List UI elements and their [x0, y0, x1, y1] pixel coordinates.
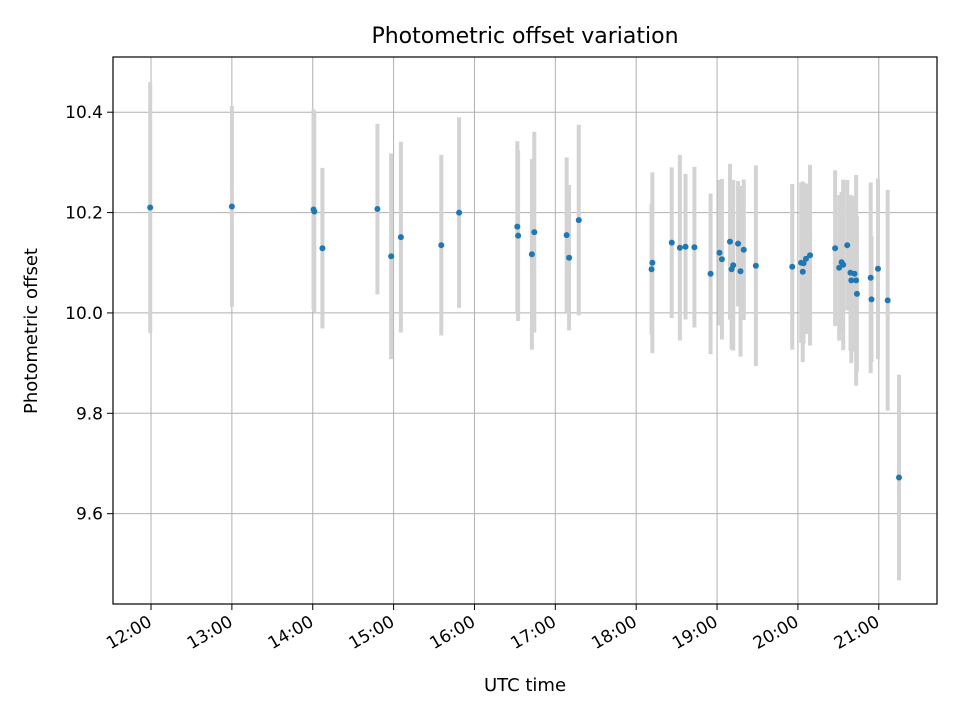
data-point	[648, 266, 655, 273]
data-point	[800, 260, 807, 267]
data-point	[737, 268, 744, 275]
y-axis-ticks: 9.6 9.8 10.0 10.2 10.4	[65, 103, 113, 525]
data-point	[752, 262, 759, 269]
data-point	[868, 296, 875, 303]
data-point	[832, 245, 839, 252]
y-tick-label: 10.2	[65, 204, 103, 224]
data-point	[867, 274, 874, 281]
data-point	[691, 244, 698, 251]
data-point	[563, 232, 570, 239]
data-point	[388, 253, 395, 260]
plot-frame	[112, 56, 938, 605]
data-point	[515, 232, 522, 239]
data-point	[848, 277, 855, 284]
data-point	[311, 208, 318, 215]
data-point	[735, 240, 742, 247]
data-point	[528, 251, 535, 258]
data-point	[575, 217, 582, 224]
data-point	[319, 245, 326, 252]
data-point	[438, 242, 445, 249]
data-point	[397, 234, 404, 241]
data-point	[514, 223, 521, 230]
data-point	[456, 209, 463, 216]
data-point	[851, 270, 858, 277]
y-tick-label: 10.4	[65, 103, 103, 123]
data-point	[895, 474, 902, 481]
data-point	[884, 297, 891, 304]
data-point	[853, 290, 860, 297]
data-point	[649, 259, 656, 266]
data-point	[716, 249, 723, 256]
x-axis-label: UTC time	[484, 675, 566, 696]
data-points	[147, 203, 902, 481]
data-point	[740, 246, 747, 253]
data-point	[566, 254, 573, 261]
chart-title: Photometric offset variation	[371, 24, 678, 49]
data-point	[228, 203, 235, 210]
data-point	[840, 261, 847, 268]
data-point	[531, 229, 538, 236]
data-point	[807, 252, 814, 259]
data-point	[668, 239, 675, 246]
data-point	[147, 204, 154, 211]
data-point	[676, 244, 683, 251]
data-point	[844, 242, 851, 249]
y-axis-label: Photometric offset	[21, 248, 42, 414]
y-tick-label: 9.6	[76, 505, 103, 525]
data-point	[374, 206, 381, 213]
data-point	[730, 262, 737, 269]
data-point	[707, 270, 714, 277]
data-point	[789, 263, 796, 270]
data-point	[799, 268, 806, 275]
data-point	[718, 256, 725, 263]
y-tick-label: 10.0	[65, 304, 103, 324]
data-point	[682, 243, 689, 250]
data-point	[853, 277, 860, 284]
data-point	[726, 238, 733, 245]
y-tick-label: 9.8	[76, 404, 103, 424]
data-point	[874, 265, 881, 272]
data-point	[803, 255, 810, 262]
